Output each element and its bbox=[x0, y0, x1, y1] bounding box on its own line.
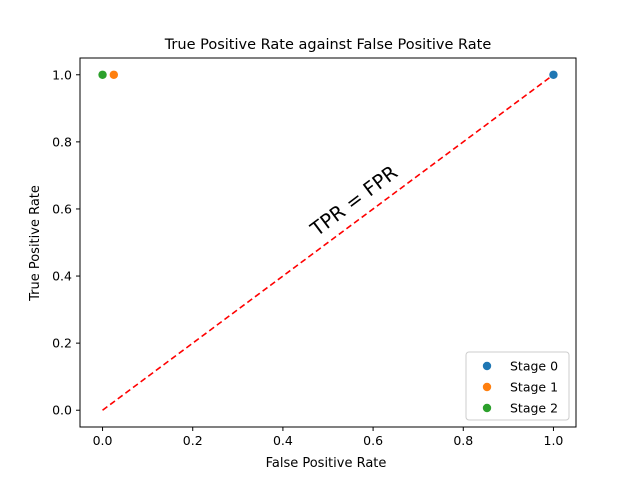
x-axis-label: False Positive Rate bbox=[266, 456, 387, 471]
y-tick-label: 0.2 bbox=[52, 336, 72, 351]
legend-label: Stage 0 bbox=[510, 359, 558, 374]
y-tick-label: 1.0 bbox=[52, 67, 72, 82]
point-stage-1 bbox=[109, 70, 119, 79]
point-stage-0 bbox=[549, 70, 558, 79]
x-tick-label: 0.4 bbox=[273, 433, 293, 448]
x-tick-label: 0.0 bbox=[93, 433, 113, 448]
y-axis-label: True Positive Rate bbox=[28, 185, 43, 302]
legend-marker bbox=[482, 361, 492, 371]
y-tick-label: 0.4 bbox=[52, 269, 72, 284]
legend-box bbox=[465, 351, 570, 421]
legend: Stage 0 Stage 1 Stage 2 bbox=[465, 351, 570, 421]
legend-label: Stage 2 bbox=[510, 401, 558, 416]
reference-line-layer bbox=[102, 74, 554, 411]
reference-line-annotation: TPR = FPR bbox=[305, 161, 401, 242]
reference-line-tpr-equals-fpr bbox=[102, 74, 554, 411]
x-tick-label: 0.8 bbox=[453, 433, 473, 448]
y-tick-label: 0.8 bbox=[52, 134, 72, 149]
y-tick-label: 0.6 bbox=[52, 201, 72, 216]
legend-marker bbox=[482, 403, 492, 413]
legend-marker bbox=[482, 382, 492, 392]
x-tick-label: 1.0 bbox=[544, 433, 564, 448]
point-stage-2 bbox=[98, 70, 107, 79]
x-tick-label: 0.6 bbox=[363, 433, 383, 448]
x-axis-ticks: 0.0 0.2 0.4 0.6 0.8 1.0 bbox=[93, 427, 564, 448]
axes-frame-border bbox=[79, 57, 577, 428]
chart-title: True Positive Rate against False Positiv… bbox=[164, 37, 492, 53]
axes-frame bbox=[79, 57, 577, 428]
y-tick-label: 0.0 bbox=[52, 403, 72, 418]
legend-label: Stage 1 bbox=[510, 380, 558, 395]
y-axis-ticks: 0.0 0.2 0.4 0.6 0.8 1.0 bbox=[52, 67, 80, 418]
points-layer bbox=[98, 70, 558, 79]
x-tick-label: 0.2 bbox=[183, 433, 203, 448]
